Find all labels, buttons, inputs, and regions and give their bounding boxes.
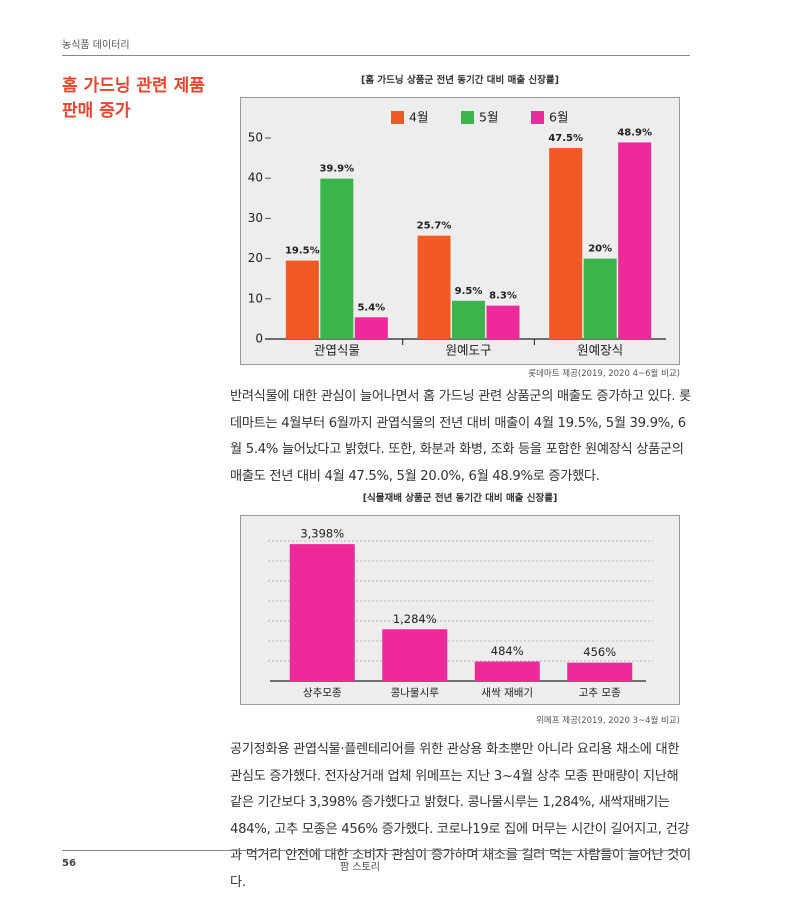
heading-line: 판매 증가: [62, 101, 131, 121]
chart-source: 위메프 제공(2019, 2020 3~4월 비교): [536, 716, 680, 726]
bar: [583, 258, 617, 339]
x-tick-label: 고추 모종: [579, 687, 621, 699]
y-tick-label: 40: [248, 171, 263, 185]
x-tick-label: 새싹 재배기: [481, 687, 533, 699]
chart-source: 롯데마트 제공(2019, 2020 4~6월 비교): [528, 369, 680, 379]
bar: [452, 300, 485, 339]
y-tick-label: 50: [248, 131, 263, 145]
value-label: 25.7%: [417, 221, 452, 232]
y-tick-label: 0: [255, 332, 263, 346]
value-label: 19.5%: [285, 246, 320, 257]
chart: 0 10 20 30 40 50 관엽식물 원예도구 원예장식 4월 19.5% 25.7% 47.5%…: [240, 97, 680, 365]
value-label: 484%: [491, 644, 524, 658]
x-tick-label: 원예도구: [445, 343, 491, 358]
chart-title: [식물재배 상품군 전년 동기간 대비 매출 신장률]: [362, 493, 558, 504]
y-tick-label: 10: [248, 291, 263, 305]
magazine-name: 팜 스토리: [340, 862, 380, 873]
legend-swatch: [531, 111, 544, 124]
section-label: 농식품 데이터리: [62, 40, 130, 51]
value-label: 9.5%: [455, 286, 483, 297]
y-tick-label: 20: [248, 251, 263, 265]
value-label: 3,398%: [300, 527, 344, 541]
value-label: 8.3%: [489, 291, 517, 302]
bar: [474, 661, 540, 681]
x-tick-label: 콩나물시루: [391, 687, 440, 699]
legend-swatch: [391, 111, 404, 124]
value-label: 47.5%: [548, 133, 583, 144]
value-label: 1,284%: [393, 612, 437, 626]
legend-label: 6월: [549, 110, 568, 125]
bar: [618, 142, 652, 339]
legend-label: 4월: [409, 110, 428, 125]
value-label: 48.9%: [617, 127, 652, 138]
x-tick-label: 원예장식: [577, 343, 623, 358]
x-tick-label: 관엽식물: [314, 343, 360, 358]
value-label: 456%: [583, 645, 616, 659]
legend-swatch: [461, 111, 474, 124]
legend-label: 5월: [479, 110, 498, 125]
bar: [285, 260, 319, 339]
top-rule: [62, 55, 690, 56]
value-label: 39.9%: [319, 164, 354, 175]
value-label: 5.4%: [357, 302, 385, 313]
bar: [567, 662, 633, 681]
x-tick-label: 상추모종: [303, 687, 342, 699]
chart-title: [홈 가드닝 상품군 전년 동기간 대비 매출 신장률]: [361, 75, 559, 86]
paragraph: 반려식물에 대한 관심이 늘어나면서 홈 가드닝 관련 상품군의 매출도 증가하…: [230, 389, 691, 484]
bar: [486, 305, 520, 339]
bar: [320, 178, 354, 339]
bar: [417, 235, 451, 339]
heading-line: 홈 가드닝 관련 제품: [62, 76, 205, 96]
bar: [289, 544, 355, 681]
bar: [354, 317, 388, 339]
bar: [382, 629, 448, 681]
paragraph: 공기정화용 관엽식물·플렌테리어를 위한 관상용 화초뿐만 아니라 요리용 채소…: [230, 742, 691, 890]
heading: 홈 가드닝 관련 제품 판매 증가: [62, 74, 205, 124]
chart: 상추모종 콩나물시루 새싹 재배기 고추 모종 3,398% 1,284% 484% 456%: [240, 515, 680, 705]
value-label: 20%: [588, 244, 612, 255]
bottom-rule: [62, 850, 690, 851]
bar: [549, 148, 583, 339]
page-number: 56: [62, 858, 76, 869]
y-tick-label: 30: [248, 211, 263, 225]
